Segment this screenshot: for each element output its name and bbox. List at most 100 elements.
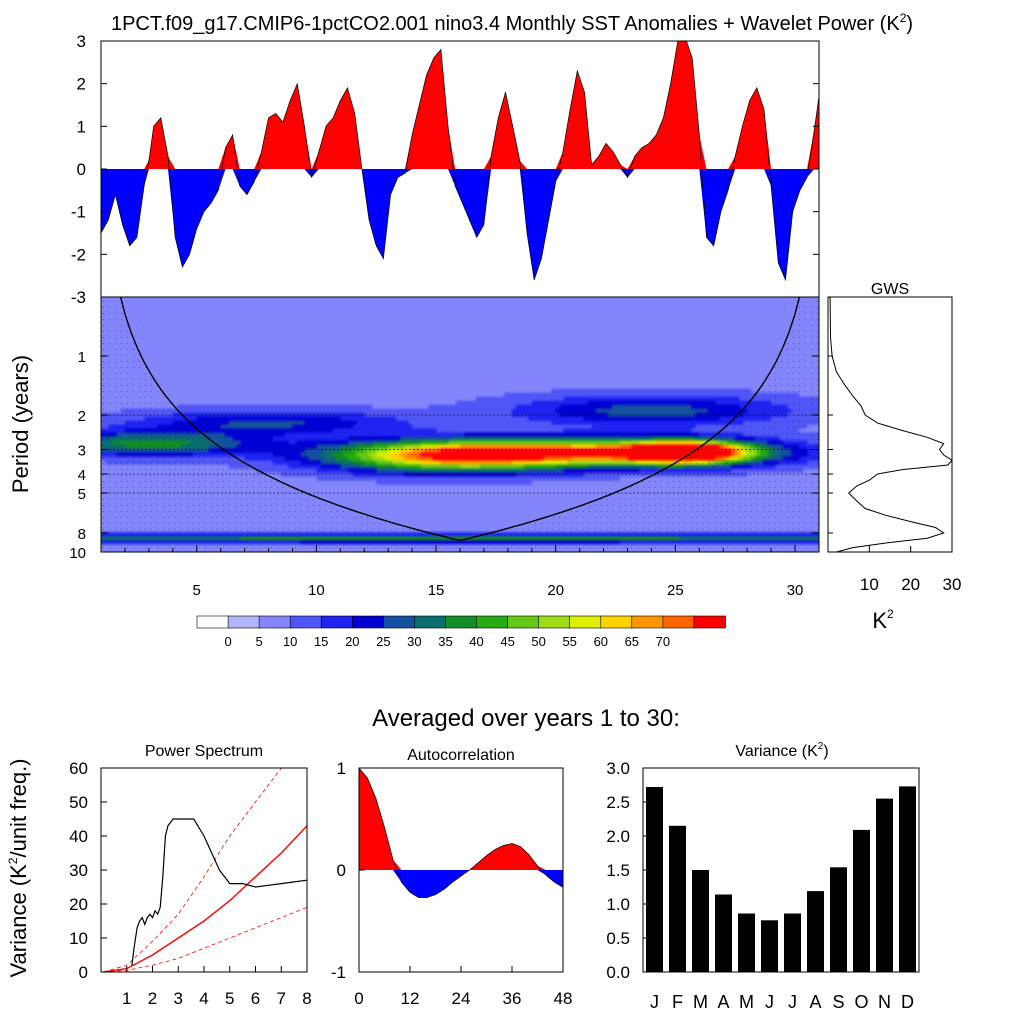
autocorrelation-negative-fill	[359, 870, 563, 898]
sst-anomaly-panel: 3 2 1 0 -1 -2 -3	[71, 32, 820, 307]
ps-ytick-label: 40	[69, 827, 88, 846]
autocorrelation-title: Autocorrelation	[407, 747, 515, 764]
variance-bars	[646, 786, 916, 972]
variance-xtick-label: O	[854, 992, 868, 1012]
gws-xtick-label: 10	[860, 575, 879, 594]
variance-xtick-label: A	[809, 992, 821, 1012]
wavelet-xtick-label: 25	[667, 582, 684, 599]
ps-xtick-label: 4	[199, 989, 208, 1008]
sst-anomaly-area	[101, 41, 819, 282]
gws-xtick-label: 30	[943, 575, 962, 594]
variance-xtick-label: M	[739, 992, 754, 1012]
colorbar-label: 65	[625, 634, 639, 649]
colorbar-label: 70	[656, 634, 670, 649]
colorbar-swatch	[662, 615, 695, 629]
variance-ytick-label: 2.0	[606, 827, 630, 846]
gws-spectrum-line	[829, 296, 953, 553]
variance-bar	[876, 798, 893, 972]
variance-bar	[669, 825, 686, 972]
sst-ytick-label: -1	[71, 203, 86, 222]
variance-bar	[646, 787, 663, 972]
variance-xtick-label: J	[788, 992, 797, 1012]
variance-xtick-label: A	[717, 992, 729, 1012]
wavelet-xtick-label: 20	[547, 582, 564, 599]
variance-xtick-label: M	[693, 992, 708, 1012]
variance-ytick-label: 0.5	[606, 929, 630, 948]
wavelet-xtick-label: 30	[787, 582, 804, 599]
sst-negative-fill	[101, 169, 819, 280]
variance-xtick-label: J	[650, 992, 659, 1012]
wavelet-ytick-label: 4	[78, 467, 86, 484]
wavelet-xtick-label: 15	[428, 582, 445, 599]
variance-bar	[761, 920, 778, 972]
colorbar-swatch	[600, 615, 633, 629]
colorbar-swatch	[693, 615, 726, 629]
gws-xlabel: K2	[872, 607, 894, 633]
colorbar-swatch	[227, 615, 261, 629]
colorbar-label: 45	[500, 634, 514, 649]
colorbar-swatch	[196, 615, 229, 629]
variance-xtick-label: N	[878, 992, 891, 1012]
variance-bar	[899, 786, 916, 972]
colorbar-label: 10	[283, 634, 297, 649]
ac-xtick-label: 24	[452, 989, 471, 1008]
colorbar-swatch	[414, 615, 447, 629]
colorbar-swatch	[476, 615, 509, 629]
gws-line	[829, 296, 953, 553]
variance-bar	[830, 867, 847, 972]
wavelet-overlay	[101, 297, 819, 552]
colorbar-swatch	[445, 615, 478, 629]
variance-title: Variance (K2)	[735, 741, 828, 760]
autocorrelation-outline	[359, 768, 563, 898]
variance-xtick-label: S	[832, 992, 844, 1012]
autocorrelation-positive-fill	[359, 768, 563, 870]
variance-panel: Variance (K2) J F M A M J J A S O N D0.00.51.01.52.…	[606, 741, 920, 1012]
ps-xtick-label: 1	[122, 989, 131, 1008]
autocorrelation-axes: 0 12 24 36 48 1 0 -1	[331, 759, 573, 1008]
colorbar-label: 5	[255, 634, 262, 649]
ac-ytick-label: 0	[337, 861, 346, 880]
autocorrelation-area	[359, 768, 563, 898]
averaged-subtitle: Averaged over years 1 to 30:	[372, 705, 680, 732]
colorbar-label: 25	[376, 634, 390, 649]
variance-bar	[692, 870, 709, 972]
ps-xtick-label: 6	[251, 989, 260, 1008]
wavelet-ytick-label: 10	[69, 545, 86, 562]
wavelet-ytick-label: 3	[78, 443, 86, 460]
ps-ytick-label: 10	[69, 929, 88, 948]
autocorrelation-panel: Autocorrelation 0 12 24 36 48 1 0 -1	[331, 747, 573, 1008]
ps-xtick-label: 3	[174, 989, 183, 1008]
sst-ytick-label: 3	[77, 32, 86, 51]
colorbar-label: 50	[531, 634, 545, 649]
ps-xtick-label: 2	[148, 989, 157, 1008]
colorbar-label: 35	[438, 634, 452, 649]
ps-ytick-label: 30	[69, 861, 88, 880]
wavelet-ylabel: Period (years)	[8, 355, 33, 493]
variance-bar	[738, 913, 755, 972]
gws-title: GWS	[871, 281, 909, 298]
colorbar-label: 0	[224, 634, 231, 649]
cone-of-influence-line	[119, 297, 801, 542]
sst-ytick-label: 1	[77, 117, 86, 136]
power-spectrum-panel: Power Spectrum 1 2 3 4 5 6 7 8 0 10 20 30 40 50 60 Var…	[6, 743, 312, 1008]
wavelet-xtick-label: 10	[308, 582, 325, 599]
power-spectrum-line	[131, 818, 307, 966]
sst-ytick-label: 2	[77, 75, 86, 94]
variance-ytick-label: 1.5	[606, 861, 630, 880]
colorbar-swatch	[351, 615, 385, 629]
variance-ytick-label: 0.0	[606, 963, 630, 982]
gws-xtick-label: 20	[901, 575, 920, 594]
colorbar-swatch	[507, 615, 540, 629]
coi-hatch	[101, 297, 819, 552]
gws-frame	[827, 296, 953, 553]
ac-ytick-label: 1	[337, 759, 346, 778]
ac-xtick-label: 12	[401, 989, 420, 1008]
sst-outline	[101, 41, 819, 282]
sst-positive-fill	[101, 41, 819, 169]
variance-ytick-label: 3.0	[606, 759, 630, 778]
colorbar-swatch	[631, 615, 664, 629]
red-noise-line	[103, 825, 307, 972]
ps-ytick-label: 60	[69, 759, 88, 778]
ac-xtick-label: 48	[554, 989, 573, 1008]
wavelet-ytick-label: 2	[78, 408, 86, 425]
